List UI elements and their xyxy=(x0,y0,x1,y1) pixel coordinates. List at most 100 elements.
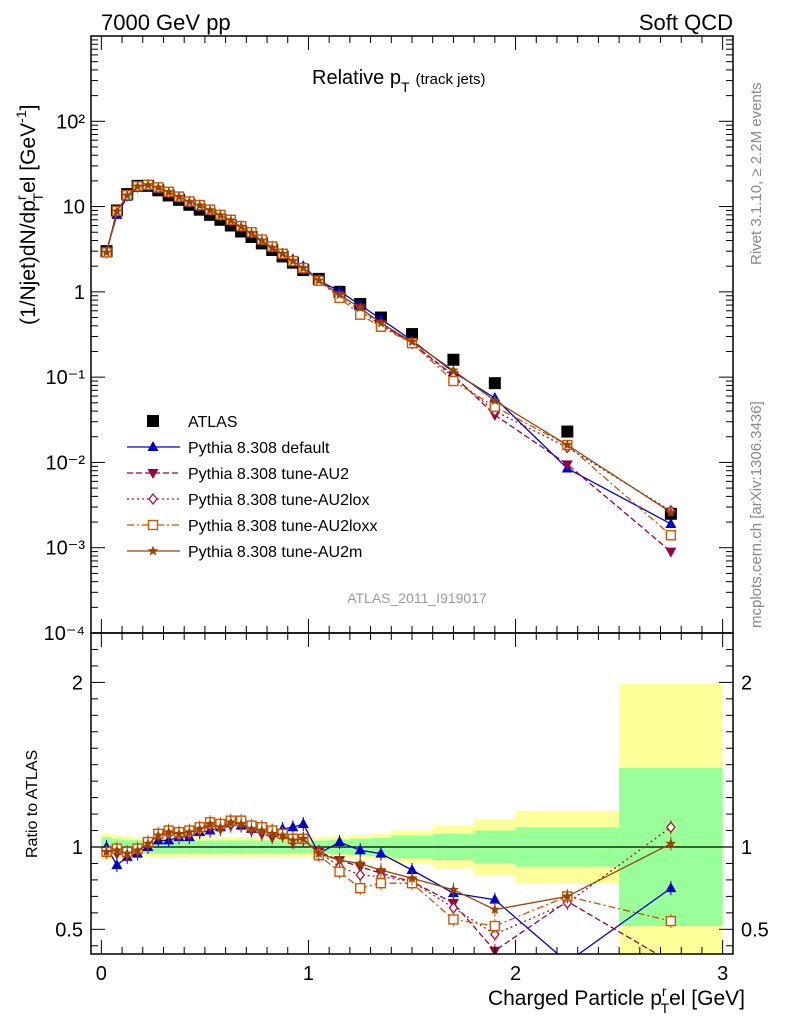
ratio-y-tick-label: 1 xyxy=(72,837,83,859)
ratio-point xyxy=(313,848,324,858)
ratio-point xyxy=(334,836,346,847)
data-point xyxy=(246,227,257,238)
legend-entry: ATLAS xyxy=(147,414,238,431)
data-point xyxy=(204,204,216,215)
legend-label: Pythia 8.308 tune-AU2 xyxy=(188,466,349,483)
ratio-point xyxy=(215,821,226,832)
ratio-panel-ytick-labels: 0.5 0.5 1 1 2 2 xyxy=(55,672,769,941)
legend-label: ATLAS xyxy=(188,414,238,431)
legend-label: Pythia 8.308 default xyxy=(188,440,330,457)
legend-marker xyxy=(147,469,159,479)
ratio-point xyxy=(666,821,676,834)
legend-label: Pythia 8.308 tune-AU2lox xyxy=(188,492,369,509)
ratio-point xyxy=(490,928,500,941)
analysis-label: ATLAS_2011_I919017 xyxy=(347,590,487,606)
header-process-label: Soft QCD xyxy=(639,10,733,35)
y-axis-label-unit-sup: -1 xyxy=(13,110,29,123)
ratio-point xyxy=(246,823,257,834)
legend-entry: Pythia 8.308 tune-AU2m xyxy=(127,544,362,561)
legend-label: Pythia 8.308 tune-AU2m xyxy=(188,544,362,561)
y-axis-label-main: (1/Njet)dN/dp xyxy=(17,200,40,325)
mcplots-label: mcplots.cern.ch [arXiv:1306.3436] xyxy=(748,401,765,628)
ratio-point xyxy=(448,914,459,925)
data-point xyxy=(665,517,677,528)
ratio-y-tick-label: 0.5 xyxy=(55,919,83,941)
data-point xyxy=(142,179,154,190)
ratio-point xyxy=(122,848,133,858)
ratio-point xyxy=(287,834,299,845)
data-point xyxy=(406,336,418,347)
data-point xyxy=(488,377,501,390)
x-axis-label-tail: el [GeV] xyxy=(669,987,745,1010)
ratio-series-pythia-8-308-tune-au2m xyxy=(101,815,677,917)
legend-entry: Pythia 8.308 tune-AU2lox xyxy=(127,492,369,509)
data-point xyxy=(298,262,309,273)
plot-title-main: Relative p xyxy=(312,67,401,89)
y-tick-label: 10⁻¹ xyxy=(46,367,86,389)
data-point xyxy=(448,375,459,387)
series-line xyxy=(105,184,672,512)
ratio-point xyxy=(375,847,387,858)
ratio-y-tick-label-right: 2 xyxy=(741,672,752,694)
ratio-point xyxy=(267,828,278,839)
x-tick-label: 2 xyxy=(510,963,521,985)
ratio-point xyxy=(101,846,112,857)
y-tick-label: 10² xyxy=(56,111,85,133)
data-point xyxy=(355,309,366,320)
legend-entry: Pythia 8.308 default xyxy=(127,440,330,457)
header-energy-label: 7000 GeV pp xyxy=(101,10,231,35)
data-point xyxy=(101,246,112,257)
legend-marker xyxy=(147,545,159,556)
ratio-point xyxy=(256,825,268,835)
x-axis-label-sup: r xyxy=(662,983,667,999)
data-point xyxy=(561,425,574,438)
data-point xyxy=(448,364,459,375)
ratio-point xyxy=(298,833,309,844)
series-atlas xyxy=(100,179,677,520)
data-point xyxy=(194,200,205,210)
ratio-point xyxy=(111,859,123,870)
data-point xyxy=(122,190,133,200)
ratio-point xyxy=(665,915,677,927)
ratio-point xyxy=(406,864,418,875)
x-tick-label: 0 xyxy=(96,963,107,985)
ratio-point xyxy=(132,844,143,855)
x-axis-label-main: Charged Particle p xyxy=(488,987,662,1010)
data-point xyxy=(256,235,268,245)
ratio-point xyxy=(204,818,216,829)
x-tick-labels: 0 1 2 3 xyxy=(96,963,728,985)
ratio-point xyxy=(184,826,195,837)
legend-marker xyxy=(147,441,159,451)
x-axis-label: Charged Particle pr Tel [GeV] xyxy=(488,983,745,1016)
ratio-point xyxy=(665,882,677,893)
ratio-point xyxy=(562,956,573,966)
rivet-version-label: Rivet 3.1.10, ≥ 2.2M events xyxy=(748,83,765,266)
plot-title-note: (track jets) xyxy=(416,71,486,88)
legend-marker xyxy=(148,492,158,506)
y-tick-label: 10 xyxy=(63,197,85,219)
y-axis-label: (1/Njet)dN/dprTel [GeV-1] xyxy=(13,105,46,325)
data-point xyxy=(489,395,501,406)
data-point xyxy=(225,214,236,225)
data-point xyxy=(277,248,288,259)
data-point xyxy=(132,181,143,191)
ratio-point xyxy=(277,830,288,840)
data-point xyxy=(111,205,123,216)
y-tick-label: 1 xyxy=(74,282,85,304)
ratio-point xyxy=(334,866,345,877)
ratio-point xyxy=(142,838,154,849)
ratio-point xyxy=(334,854,345,865)
data-point xyxy=(665,530,677,541)
data-point xyxy=(665,506,677,517)
y-axis-label-tail: el [GeV xyxy=(17,123,40,193)
legend-label: Pythia 8.308 tune-AU2loxx xyxy=(188,518,377,535)
data-point xyxy=(489,401,501,412)
ratio-point xyxy=(448,901,459,914)
ratio-point xyxy=(355,858,366,868)
y-axis-label-sup: r xyxy=(13,195,29,200)
ratio-point xyxy=(225,816,236,827)
ratio-point xyxy=(194,823,205,834)
ratio-point xyxy=(665,958,676,968)
legend-marker xyxy=(147,415,159,427)
